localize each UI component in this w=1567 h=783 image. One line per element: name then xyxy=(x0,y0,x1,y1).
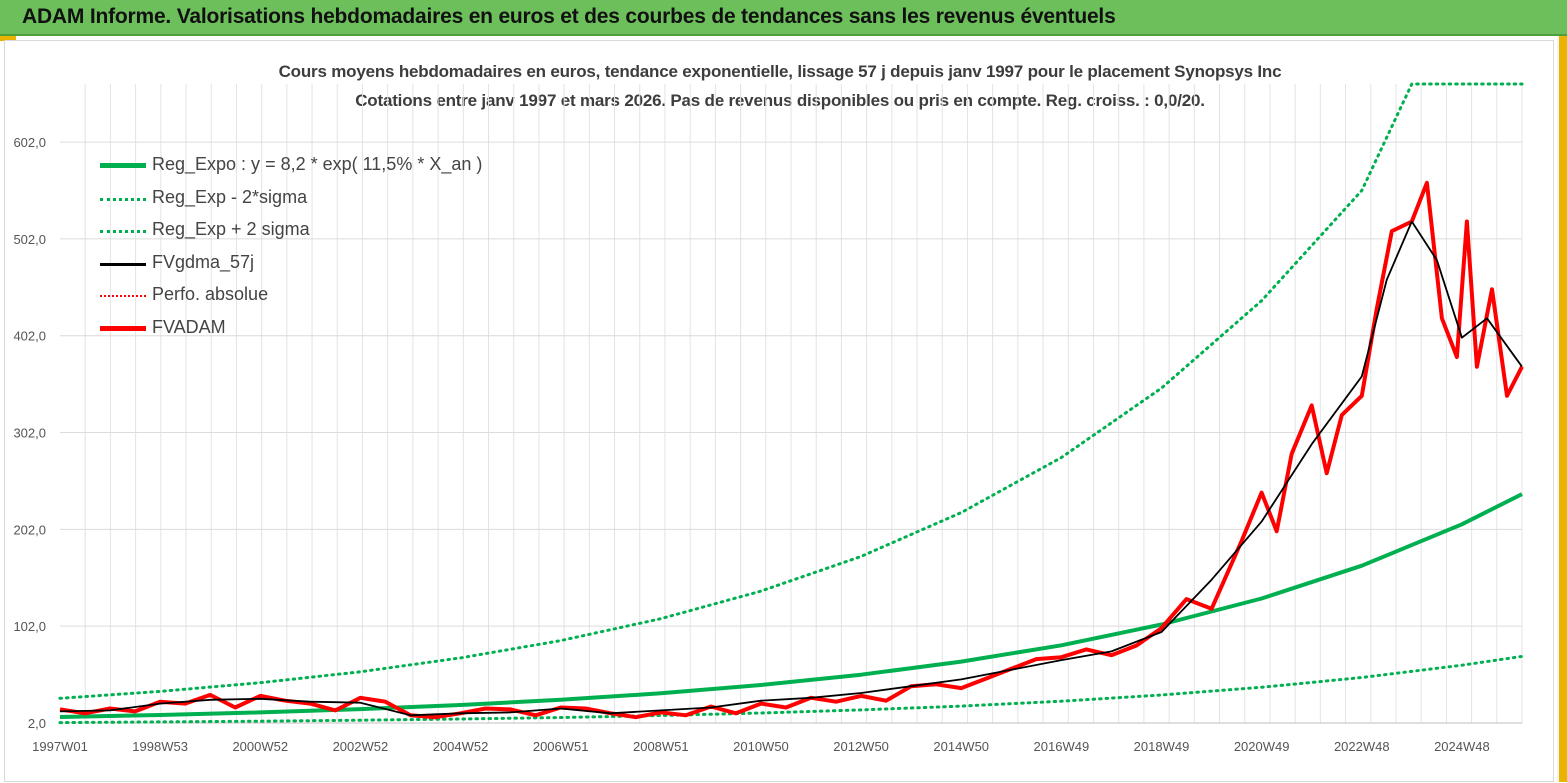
legend-label: FVgdma_57j xyxy=(152,251,255,272)
series-line-3 xyxy=(59,220,1523,717)
y-axis-labels: 2,0 102,0 202,0 302,0 402,0 502,0 602,0 xyxy=(13,135,46,731)
legend-swatch xyxy=(100,230,146,233)
legend-swatch xyxy=(100,197,146,201)
y-tick-label: 602,0 xyxy=(13,135,46,150)
y-tick-label: 402,0 xyxy=(13,329,46,344)
x-tick-label: 2016W49 xyxy=(1034,739,1090,754)
x-tick-label: 1998W53 xyxy=(132,739,188,754)
x-tick-label: 2022W48 xyxy=(1334,739,1390,754)
chart-area xyxy=(4,40,1554,782)
y-tick-label: 2,0 xyxy=(28,716,46,731)
x-tick-label: 2024W48 xyxy=(1434,739,1490,754)
y-tick-label: 202,0 xyxy=(13,522,46,537)
accent-corner-left xyxy=(0,36,16,41)
header-title: ADAM Informe. Valorisations hebdomadaire… xyxy=(22,5,1116,28)
x-tick-label: 2012W50 xyxy=(833,739,889,754)
x-axis-labels: 1997W01 1998W53 2000W52 2002W52 2004W52 2006W… xyxy=(32,739,1490,754)
legend-label: Reg_Expo : y = 8,2 * exp( 11,5% * X_an ) xyxy=(152,154,483,174)
y-tick-label: 302,0 xyxy=(13,426,46,441)
legend-label: FVADAM xyxy=(152,316,226,337)
legend-label: Reg_Exp + 2 sigma xyxy=(152,219,310,239)
x-tick-label: 2006W51 xyxy=(533,739,589,754)
legend-swatch xyxy=(100,295,146,297)
y-tick-label: 502,0 xyxy=(13,232,46,247)
legend-label: Perfo. absolue xyxy=(152,284,269,304)
series-line-0 xyxy=(59,492,1523,719)
y-tick-label: 102,0 xyxy=(13,619,46,634)
series xyxy=(58,82,1524,725)
x-tick-label: 2008W51 xyxy=(633,739,689,754)
x-tick-label: 2002W52 xyxy=(333,739,389,754)
x-tick-label: 2000W52 xyxy=(232,739,288,754)
header-bar: ADAM Informe. Valorisations hebdomadaire… xyxy=(0,0,1567,36)
x-tick-label: 2010W50 xyxy=(733,739,789,754)
grid xyxy=(60,84,1523,724)
legend-swatch xyxy=(100,325,146,331)
legend-swatch xyxy=(100,262,146,266)
x-tick-label: 2020W49 xyxy=(1234,739,1290,754)
x-tick-label: 2004W52 xyxy=(433,739,489,754)
x-tick-label: 2018W49 xyxy=(1134,739,1190,754)
accent-edge-right xyxy=(1559,36,1567,782)
chart-title: Cours moyens hebdomadaires en euros, ten… xyxy=(278,62,1282,81)
x-tick-label: 1997W01 xyxy=(32,739,88,754)
x-tick-label: 2014W50 xyxy=(933,739,989,754)
legend-swatch xyxy=(100,163,146,168)
legend-label: Reg_Exp - 2*sigma xyxy=(152,186,308,207)
series-line-5 xyxy=(59,180,1524,720)
accent-edge-right-inner xyxy=(1557,36,1559,782)
